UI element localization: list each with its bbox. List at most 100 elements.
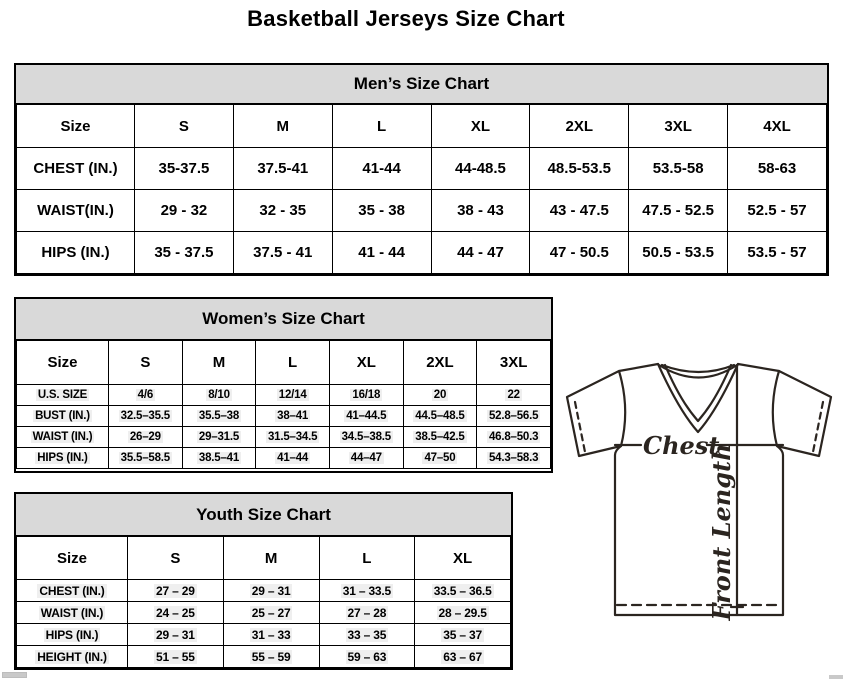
size-value-cell-text: 29 – 31: [249, 583, 293, 598]
header-row: Size S M L XL 2XL 3XL: [16, 340, 551, 385]
size-value-cell-text: 33 – 35: [345, 627, 389, 642]
size-value-cell: 16/18: [328, 384, 404, 406]
column-header: 3XL: [628, 104, 729, 148]
size-value-cell-text: 27 – 29: [154, 583, 197, 598]
size-value-cell: 41 - 44: [331, 231, 432, 274]
column-header: XL: [414, 536, 511, 580]
size-value-cell-text: 27 – 28: [345, 605, 389, 620]
size-value-cell: 38.5–41: [181, 447, 257, 469]
row-label: HIPS (IN.): [16, 623, 128, 646]
size-value-cell-text: 22: [505, 389, 522, 401]
row-label: WAIST(IN.): [16, 189, 135, 232]
size-value-cell-text: 31 – 33: [249, 627, 293, 642]
size-value-cell: 43 - 47.5: [529, 189, 630, 232]
size-value-cell: 37.5 - 41: [232, 231, 333, 274]
right-cuff-dashed-line: [811, 400, 825, 454]
table-row: HIPS (IN.) 35.5–58.5 38.5–41 41–44 44–47 47–5…: [16, 447, 551, 469]
table-row: BUST (IN.) 32.5–35.5 35.5–38 38–41 41–44.5 44…: [16, 405, 551, 427]
size-value-cell-text: 28 – 29.5: [436, 605, 489, 620]
womens-size-chart: Women’s Size Chart Size S M L XL 2XL 3XL U.S. S…: [14, 297, 553, 473]
column-header: Size: [16, 340, 109, 385]
size-value-cell-text: 38.5–41: [196, 452, 242, 464]
size-value-cell-text: 59 – 63: [345, 649, 389, 664]
column-header: M: [222, 536, 320, 580]
size-value-cell-text: 35.5–58.5: [118, 452, 173, 464]
left-armhole-seam: [617, 369, 627, 448]
size-value-cell: 35 – 37: [414, 623, 511, 646]
size-value-cell-text: 35 – 37: [441, 627, 484, 642]
size-value-cell: 12/14: [255, 384, 330, 406]
row-label-text: U.S. SIZE: [35, 389, 90, 401]
size-value-cell: 27 – 29: [127, 579, 224, 602]
column-header: S: [134, 104, 234, 148]
size-value-cell-text: 38.5–42.5: [413, 431, 467, 443]
size-value-cell: 41–44: [255, 447, 330, 469]
size-value-cell: 33.5 – 36.5: [414, 579, 511, 602]
row-label: WAIST (IN.): [16, 601, 128, 624]
size-value-cell: 44 - 47: [430, 231, 531, 274]
table-row: CHEST (IN.) 35-37.5 37.5-41 41-44 44-48.5 48.…: [16, 147, 827, 190]
horizontal-scrollbar-right-piece[interactable]: [829, 675, 843, 679]
table-row: HEIGHT (IN.) 51 – 55 55 – 59 59 – 63 63 – 67: [16, 645, 511, 668]
size-value-cell: 52.5 - 57: [727, 189, 827, 232]
size-value-cell: 35 - 37.5: [134, 231, 234, 274]
youth-chart-caption: Youth Size Chart: [16, 494, 511, 536]
jersey-diagram: Chest Front Length: [565, 362, 833, 622]
size-value-cell: 35-37.5: [134, 147, 234, 190]
youth-size-table: Size S M L XL CHEST (IN.) 27 – 29 29 – 31 31 – 3…: [16, 536, 511, 668]
size-value-cell-text: 12/14: [276, 389, 309, 401]
size-value-cell-text: 16/18: [350, 389, 383, 401]
womens-chart-caption: Women’s Size Chart: [16, 299, 551, 340]
mens-size-table: Size S M L XL 2XL 3XL 4XL CHEST (IN.) 35-37.5 37.5…: [16, 104, 827, 274]
size-value-cell: 47 - 50.5: [529, 231, 630, 274]
size-value-cell: 38.5–42.5: [402, 426, 478, 448]
size-value-cell: 48.5-53.5: [529, 147, 630, 190]
size-value-cell: 31.5–34.5: [255, 426, 330, 448]
row-label-text: WAIST (IN.): [30, 431, 95, 443]
column-header: XL: [430, 104, 531, 148]
size-value-cell-text: 29 – 31: [154, 627, 197, 642]
size-value-cell: 26–29: [108, 426, 183, 448]
size-value-cell: 53.5-58: [628, 147, 729, 190]
column-header: L: [255, 340, 330, 385]
size-value-cell: 50.5 - 53.5: [628, 231, 729, 274]
size-value-cell-text: 41–44.5: [344, 410, 389, 422]
size-value-cell-text: 52.8–56.5: [486, 410, 541, 422]
header-row: Size S M L XL 2XL 3XL 4XL: [16, 104, 827, 148]
right-armhole-seam: [771, 369, 781, 448]
size-value-cell: 32 - 35: [232, 189, 333, 232]
row-label-text: HEIGHT (IN.): [35, 649, 109, 664]
row-label: U.S. SIZE: [16, 384, 109, 406]
size-value-cell: 41-44: [331, 147, 432, 190]
size-value-cell: 29 – 31: [127, 623, 224, 646]
table-row: CHEST (IN.) 27 – 29 29 – 31 31 – 33.5 33.5 –…: [16, 579, 511, 602]
size-value-cell-text: 25 – 27: [249, 605, 293, 620]
row-label: BUST (IN.): [16, 405, 109, 427]
table-row: WAIST (IN.) 26–29 29–31.5 31.5–34.5 34.5–38.…: [16, 426, 551, 448]
mens-size-chart: Men’s Size Chart Size S M L XL 2XL 3XL 4XL CHEST…: [14, 63, 829, 276]
size-value-cell: 63 – 67: [414, 645, 511, 668]
front-length-label: Front Length: [707, 443, 736, 621]
size-value-cell: 35.5–38: [181, 405, 257, 427]
size-value-cell-text: 33.5 – 36.5: [431, 583, 494, 598]
left-cuff-dashed-line: [573, 400, 587, 454]
row-label: CHEST (IN.): [16, 147, 135, 190]
row-label: HEIGHT (IN.): [16, 645, 128, 668]
size-value-cell: 29 – 31: [222, 579, 320, 602]
row-label: HIPS (IN.): [16, 231, 135, 274]
size-value-cell: 24 – 25: [127, 601, 224, 624]
jersey-outline: [565, 362, 833, 617]
row-label-text: HIPS (IN.): [35, 452, 90, 464]
size-value-cell-text: 4/6: [135, 389, 156, 401]
size-value-cell: 35 - 38: [331, 189, 432, 232]
row-label-text: CHEST (IN.): [37, 583, 107, 598]
table-row: WAIST (IN.) 24 – 25 25 – 27 27 – 28 28 – 29.…: [16, 601, 511, 624]
row-label-text: BUST (IN.): [33, 410, 92, 422]
size-value-cell: 52.8–56.5: [476, 405, 551, 427]
header-row: Size S M L XL: [16, 536, 511, 580]
horizontal-scrollbar-left-button[interactable]: [2, 672, 27, 678]
row-label: WAIST (IN.): [16, 426, 109, 448]
size-value-cell-text: 26–29: [127, 431, 163, 443]
size-value-cell: 37.5-41: [232, 147, 333, 190]
